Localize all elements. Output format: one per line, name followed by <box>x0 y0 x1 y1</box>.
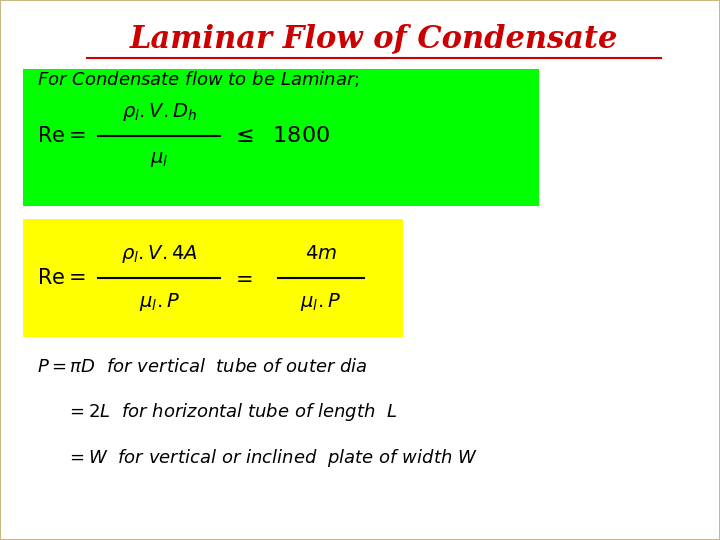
Text: $\mu_l . P$: $\mu_l . P$ <box>300 291 341 313</box>
Text: $\mathrm{Re} = $: $\mathrm{Re} = $ <box>37 126 86 146</box>
Text: $\leq\ \ 1800$: $\leq\ \ 1800$ <box>231 125 330 147</box>
Text: $P = \pi D\ \ \mathit{for\ vertical\ \ tube\ of\ outer\ dia}$: $P = \pi D\ \ \mathit{for\ vertical\ \ t… <box>37 357 368 376</box>
Text: $= 2L\ \ \mathit{for\ horizontal\ tube\ of\ length\ \ L}$: $= 2L\ \ \mathit{for\ horizontal\ tube\ … <box>66 401 397 423</box>
Text: $\mathit{For\ Condensate\ flow\ to\ be\ Laminar;}$: $\mathit{For\ Condensate\ flow\ to\ be\ … <box>37 69 360 89</box>
FancyBboxPatch shape <box>23 69 539 206</box>
FancyBboxPatch shape <box>23 219 403 337</box>
Text: $\mu_l . P$: $\mu_l . P$ <box>139 291 179 313</box>
Text: $\mu_l$: $\mu_l$ <box>150 150 168 170</box>
Text: $=$: $=$ <box>231 268 252 288</box>
Text: $= W\ \ \mathit{for\ vertical\ or\ inclined\ \ plate\ of\ width\ W}$: $= W\ \ \mathit{for\ vertical\ or\ incli… <box>66 447 477 469</box>
Text: $\rho_l . V . 4A$: $\rho_l . V . 4A$ <box>121 243 197 265</box>
Text: Laminar Flow of Condensate: Laminar Flow of Condensate <box>130 24 618 55</box>
Text: $\rho_l . V . D_h$: $\rho_l . V . D_h$ <box>122 100 197 123</box>
Text: $4m$: $4m$ <box>305 245 336 263</box>
Text: $\mathrm{Re} = $: $\mathrm{Re} = $ <box>37 268 86 288</box>
